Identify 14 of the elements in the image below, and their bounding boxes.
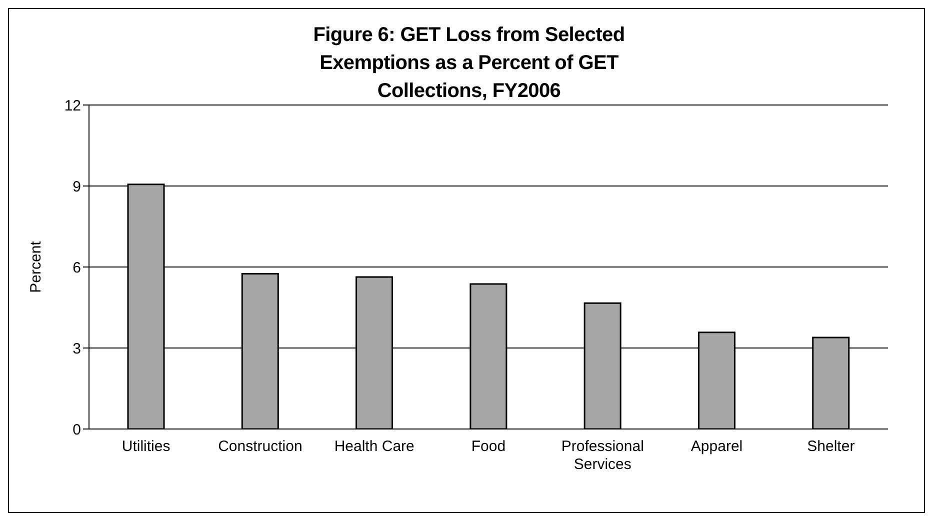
x-tick-label: Food bbox=[471, 438, 506, 455]
x-tick-label: Shelter bbox=[807, 438, 855, 455]
y-tick-label: 6 bbox=[72, 259, 81, 276]
x-tick-label: Health Care bbox=[334, 438, 414, 455]
y-tick-label: 9 bbox=[72, 178, 81, 196]
x-tick-label: Professional Services bbox=[561, 438, 644, 473]
y-tick-label: 3 bbox=[72, 340, 81, 358]
y-tick-label: 12 bbox=[64, 97, 81, 114]
chart-title: Figure 6: GET Loss from Selected Exemptions as a Percent of GET Collections, FY2006 bbox=[312, 23, 626, 104]
y-axis-title: Percent bbox=[27, 240, 44, 293]
x-tick-label: Construction bbox=[218, 438, 302, 455]
x-tick-label: Apparel bbox=[690, 438, 743, 455]
y-tick-label: 0 bbox=[72, 421, 81, 438]
x-tick-label: Utilities bbox=[122, 438, 170, 455]
